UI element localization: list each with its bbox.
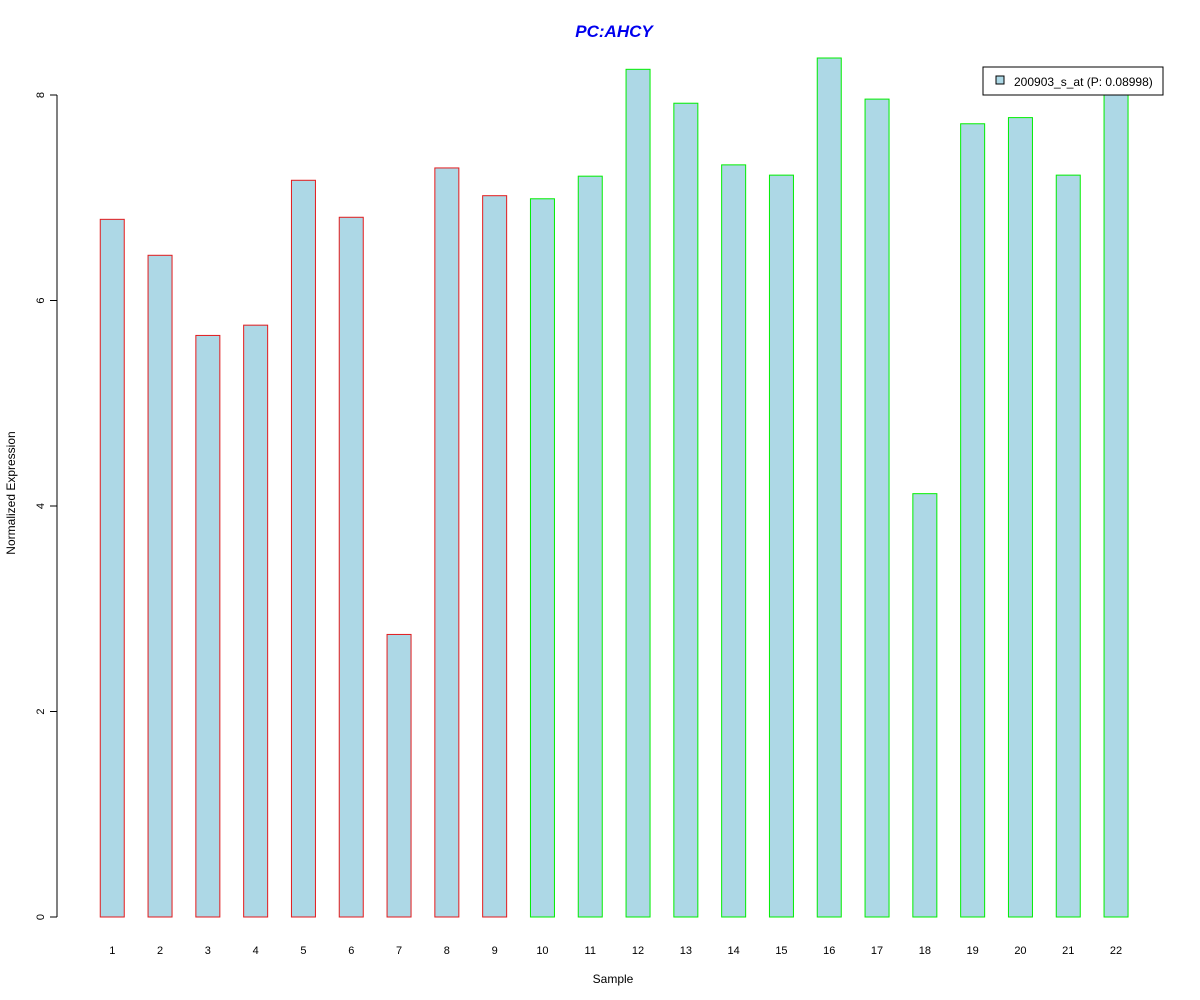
x-tick-label: 11 [585, 945, 596, 957]
x-tick-label: 17 [871, 945, 883, 957]
chart-title: PC:AHCY [575, 22, 654, 41]
bar-sample-7 [386, 633, 412, 918]
legend-swatch [995, 75, 1005, 85]
bar-sample-13 [673, 102, 699, 918]
bar-sample-16 [816, 57, 842, 918]
y-tick-label: 6 [35, 297, 47, 303]
legend-label: 200903_s_at (P: 0.08998) [1014, 75, 1153, 89]
y-tick-label: 2 [35, 708, 47, 714]
x-tick-label: 19 [967, 945, 979, 957]
bar-sample-8 [434, 167, 460, 918]
x-tick-label: 14 [728, 945, 740, 957]
y-tick-label: 4 [35, 503, 47, 509]
x-tick-label: 9 [492, 945, 498, 957]
x-tick-label: 10 [536, 945, 548, 957]
bar-sample-10 [529, 198, 555, 918]
x-tick-label: 18 [919, 945, 931, 957]
bar-sample-6 [338, 216, 364, 918]
x-tick-label: 4 [253, 945, 259, 957]
y-axis: 0 2 4 6 8 [35, 92, 58, 920]
x-tick-label: 3 [205, 945, 211, 957]
bar-sample-3 [195, 334, 221, 918]
y-axis-label: Normalized Expression [4, 431, 18, 554]
x-tick-label: 12 [632, 945, 644, 957]
bar-sample-11 [577, 175, 603, 918]
bar-sample-9 [482, 195, 508, 918]
bar-sample-2 [147, 254, 173, 918]
legend-box [982, 66, 1164, 96]
x-axis-label: Sample [593, 972, 634, 986]
bar-sample-5 [290, 179, 316, 918]
x-tick-label: 8 [444, 945, 450, 957]
bar-sample-20 [1007, 117, 1033, 918]
bar-sample-22 [1103, 91, 1129, 918]
x-tick-label: 15 [775, 945, 787, 957]
x-tick-labels: 1 2 3 4 5 6 7 8 9 10 11 12 13 14 15 16 17 18 19 20 21 22 [109, 945, 1122, 957]
x-tick-label: 2 [157, 945, 163, 957]
bars-group [99, 57, 1129, 918]
x-tick-label: 16 [823, 945, 835, 957]
y-tick-label: 0 [35, 914, 47, 920]
bar-sample-19 [960, 123, 986, 918]
bar-sample-1 [99, 218, 125, 918]
x-tick-label: 20 [1014, 945, 1026, 957]
bar-sample-12 [625, 68, 651, 918]
y-tick-label: 8 [35, 92, 47, 98]
bar-sample-14 [721, 164, 747, 918]
bar-sample-21 [1055, 174, 1081, 918]
legend: 200903_s_at (P: 0.08998) [982, 66, 1164, 96]
x-tick-label: 13 [680, 945, 692, 957]
x-tick-label: 5 [300, 945, 306, 957]
bar-sample-17 [864, 98, 890, 918]
x-tick-label: 22 [1110, 945, 1122, 957]
x-tick-label: 1 [109, 945, 115, 957]
bar-sample-15 [768, 174, 794, 918]
bar-sample-18 [912, 493, 938, 918]
x-tick-label: 21 [1062, 945, 1074, 957]
bar-sample-4 [243, 324, 269, 918]
x-tick-label: 7 [396, 945, 402, 957]
x-tick-label: 6 [348, 945, 354, 957]
